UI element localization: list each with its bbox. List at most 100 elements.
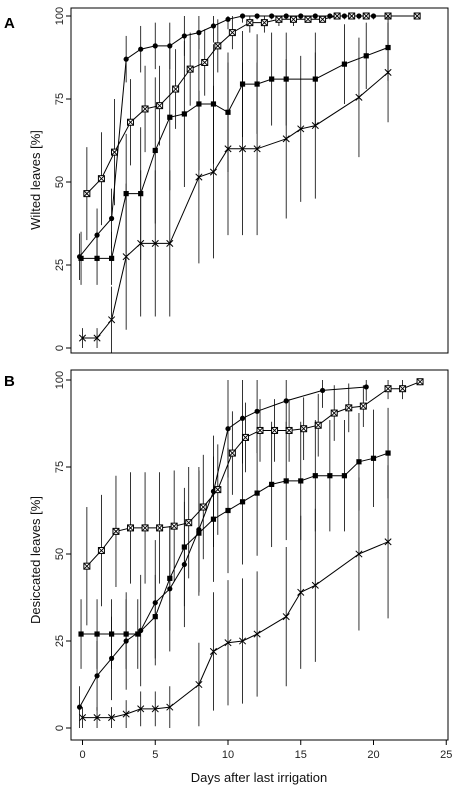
panel-b-series-boxed-x-point-14 bbox=[285, 426, 293, 434]
panel-a-series-circle-point-15-dot bbox=[298, 13, 304, 19]
panel-b-series-x-point-15 bbox=[355, 550, 363, 558]
panel-b-series-x-point-15-cross-b bbox=[355, 550, 363, 558]
panel-b-series-filled-square-point-6-square bbox=[167, 575, 173, 581]
panel-b-series-filled-square-point-8-square bbox=[196, 530, 202, 536]
panel-a-series-boxed-x-point-0 bbox=[83, 190, 91, 198]
panel-a-y-axis-title: Wilted leaves [%] bbox=[28, 130, 43, 230]
panel-b: B Desiccated leaves [%] Days after last … bbox=[4, 369, 452, 785]
panel-b-series-x-point-9-cross-b bbox=[224, 639, 232, 647]
panel-b-series-boxed-x-point-18 bbox=[345, 404, 353, 412]
panel-b-series-filled-square-point-19 bbox=[356, 459, 362, 465]
panel-a-y-tick-label-3: 75 bbox=[54, 93, 66, 105]
panel-a-series-filled-square-point-16-square bbox=[341, 61, 347, 67]
panel-a-series-x-point-11-cross-b bbox=[253, 145, 261, 153]
panel-b-series-x-point-16-cross-b bbox=[384, 538, 392, 546]
panel-b-series-x-point-10 bbox=[238, 637, 247, 645]
panel-b-x-tick-label-4: 20 bbox=[367, 749, 379, 761]
panel-b-y-axis-title: Desiccated leaves [%] bbox=[28, 496, 43, 624]
panel-b-series-x-point-5-cross-b bbox=[151, 705, 159, 713]
panel-b-series-boxed-x-point-0 bbox=[83, 562, 91, 570]
panel-a-series-circle-point-16-dot bbox=[312, 13, 318, 19]
panel-b-series-x-point-12-cross-b bbox=[282, 613, 290, 621]
panel-b-series-boxed-x-point-3-cross-b bbox=[127, 524, 134, 532]
panel-a-series-boxed-x-point-12-cross-b bbox=[261, 19, 268, 26]
panel-a-series-circle-point-7 bbox=[181, 33, 187, 39]
panel-a-series-filled-square-point-2 bbox=[109, 255, 115, 261]
panel-b-series-filled-square-point-14-square bbox=[283, 478, 289, 484]
panel-b-series-circle-point-10 bbox=[225, 426, 231, 432]
panel-b-x-tick-label-1: 5 bbox=[152, 749, 158, 761]
panel-b-series-circle-point-12-dot bbox=[254, 408, 260, 414]
panel-b-series-x-point-7-cross-b bbox=[195, 680, 203, 689]
panel-a-series-x-point-12-cross-b bbox=[282, 135, 290, 143]
panel-a-series-boxed-x-point-16 bbox=[319, 15, 327, 23]
panel-b-series-filled-square-point-0 bbox=[78, 631, 84, 637]
panel-b-series-circle bbox=[76, 380, 369, 728]
panel-b-series-circle-point-14-dot bbox=[319, 387, 326, 394]
panel-a-series-boxed-x-point-1-cross-b bbox=[98, 175, 105, 182]
panel-b-x-tick-label-2: 10 bbox=[222, 749, 234, 761]
panel-b-series-x-point-4 bbox=[137, 705, 145, 713]
panel-a-series-x-point-4-cross-b bbox=[137, 239, 145, 247]
panel-b-series-boxed-x-point-17 bbox=[330, 409, 338, 417]
panel-b-series-x-point-14 bbox=[311, 581, 319, 589]
panel-a-series-x-point-3 bbox=[122, 253, 130, 261]
panel-a-series-x-point-13 bbox=[297, 125, 305, 133]
panel-a-series-boxed-x-point-2 bbox=[111, 148, 119, 156]
panel-a-series-circle-point-9-dot bbox=[210, 23, 217, 29]
panel-a-series-circle-point-10-dot bbox=[225, 16, 231, 22]
panel-b-series-filled-square-point-18 bbox=[341, 473, 347, 479]
panel-a-series-x-point-5-cross-b bbox=[151, 239, 159, 247]
panel-a-series-boxed-x-point-9 bbox=[214, 42, 222, 50]
panel-a-series-boxed-x-point-6 bbox=[172, 85, 180, 93]
panel-b-series-boxed-x-point-21 bbox=[399, 385, 407, 393]
panel-b-series-x-point-3-cross-b bbox=[122, 710, 130, 718]
panel-a-series-boxed-x-point-18 bbox=[348, 12, 356, 20]
panel-a-series-filled-square-point-6-square bbox=[167, 114, 173, 120]
panel-a-series-circle-point-8 bbox=[196, 29, 202, 36]
panel-a-series-x-point-16-cross-b bbox=[384, 68, 392, 76]
panel-b-series-boxed-x-point-2-cross-b bbox=[112, 528, 120, 535]
panel-a-series-boxed-x-point-6-cross-b bbox=[172, 85, 179, 93]
panel-b-series-circle-point-1-dot bbox=[94, 673, 100, 679]
panel-a-series-filled-square-point-16 bbox=[341, 61, 347, 67]
panel-b-series-filled-square-point-13-square bbox=[269, 481, 275, 487]
panel-a-series-circle-point-2 bbox=[109, 215, 115, 222]
panel-b-series-filled-square-point-2-square bbox=[109, 631, 115, 637]
panel-b-series-x-point-5 bbox=[151, 705, 159, 713]
panel-b-series-filled-square-point-9 bbox=[210, 516, 217, 522]
panel-b-series-boxed-x-point-4 bbox=[141, 524, 149, 532]
panel-b-series-x-point-11-cross-b bbox=[253, 630, 261, 638]
panel-b-series-filled-square-point-11-square bbox=[239, 499, 246, 505]
panel-b-y-tick-label-0: 0 bbox=[54, 725, 66, 731]
panel-b-series-filled-square-line bbox=[81, 452, 389, 635]
panel-a-series-circle-point-11-dot bbox=[239, 13, 246, 19]
panel-b-series-filled-square-point-12-square bbox=[254, 490, 260, 496]
panel-a-series-x-point-4 bbox=[137, 239, 145, 247]
panel-b-series-boxed-x-point-13 bbox=[271, 426, 279, 434]
panel-a-series-circle-point-11 bbox=[239, 13, 246, 19]
panel-b-series-x-point-2 bbox=[108, 714, 116, 722]
panel-b-series-boxed-x-point-20 bbox=[384, 385, 392, 393]
panel-b-series-filled-square-point-3-square bbox=[123, 631, 129, 637]
panel-b-series-filled-square-point-18-square bbox=[341, 473, 347, 479]
panel-b-series-circle-point-15-dot bbox=[363, 384, 369, 390]
panel-b-series-boxed-x-point-12 bbox=[256, 426, 264, 434]
panel-b-x-tick-label-3: 15 bbox=[295, 749, 307, 761]
panel-a-series-boxed-x-point-15-cross-b bbox=[304, 16, 312, 23]
panel-b-series-filled-square-point-5 bbox=[152, 614, 158, 620]
panel-b-series-boxed-x-point-3 bbox=[127, 524, 135, 532]
panel-a-series-filled-square-point-6 bbox=[167, 114, 173, 120]
panel-a-series-filled-square-point-0-square bbox=[78, 255, 84, 261]
panel-b-series-circle-line bbox=[79, 386, 367, 708]
panel-a-series-boxed-x-line bbox=[86, 15, 418, 194]
panel-b-series-circle-point-15 bbox=[363, 384, 369, 390]
panel-b-series-boxed-x-point-15-cross-b bbox=[300, 425, 307, 433]
panel-b-series-x-point-12 bbox=[282, 613, 290, 621]
panel-b-series-filled-square-point-6 bbox=[167, 575, 173, 581]
panel-a-series-x-point-1-cross-b bbox=[93, 334, 101, 342]
panel-a-series-circle-point-2-dot bbox=[109, 215, 115, 222]
panel-b-series-boxed-x-point-1-cross-b bbox=[98, 547, 105, 554]
panel-b-series-filled-square-point-20 bbox=[370, 455, 377, 461]
panel-b-series-circle-point-11 bbox=[239, 415, 246, 421]
